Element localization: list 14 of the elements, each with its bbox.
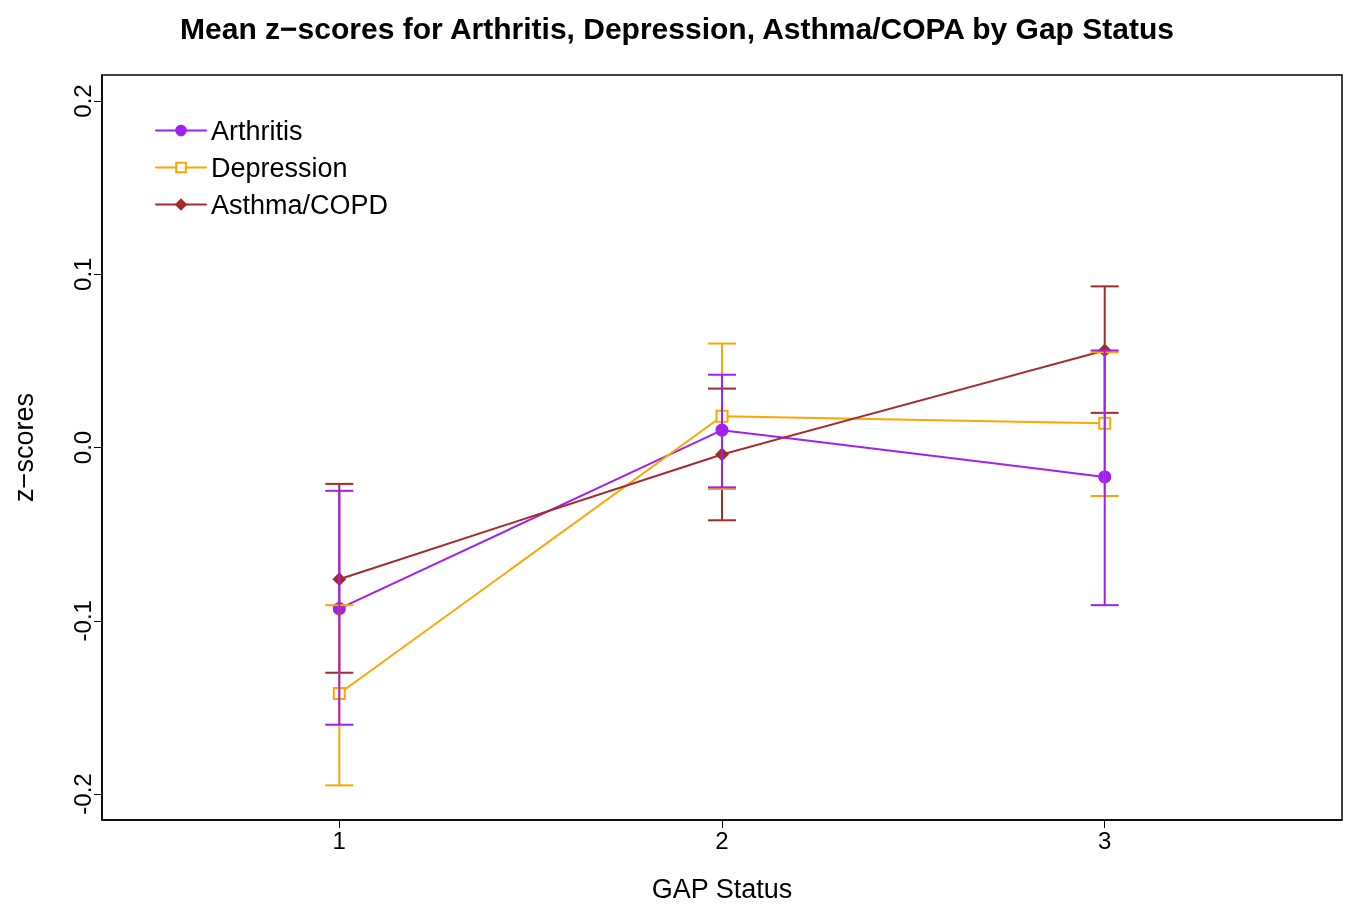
chart-title: Mean z−scores for Arthritis, Depression, Asthma/COPA by Gap Status [180,11,1174,45]
x-tick-label: 2 [715,826,729,854]
legend-label: Depression [211,152,348,183]
y-tick-label: -0.2 [68,773,96,815]
x-tick-label: 1 [332,826,346,854]
x-axis-title: GAP Status [651,873,793,904]
x-tick-label: 3 [1098,826,1112,854]
y-tick-label: 0.0 [68,430,96,465]
y-tick-label: 0.2 [68,84,96,118]
y-tick-label: 0.1 [68,257,96,291]
legend-label: Arthritis [211,115,303,146]
legend-label: Asthma/COPD [211,189,389,220]
y-axis-title: z−scores [8,393,39,502]
y-tick-label: -0.1 [68,600,96,642]
